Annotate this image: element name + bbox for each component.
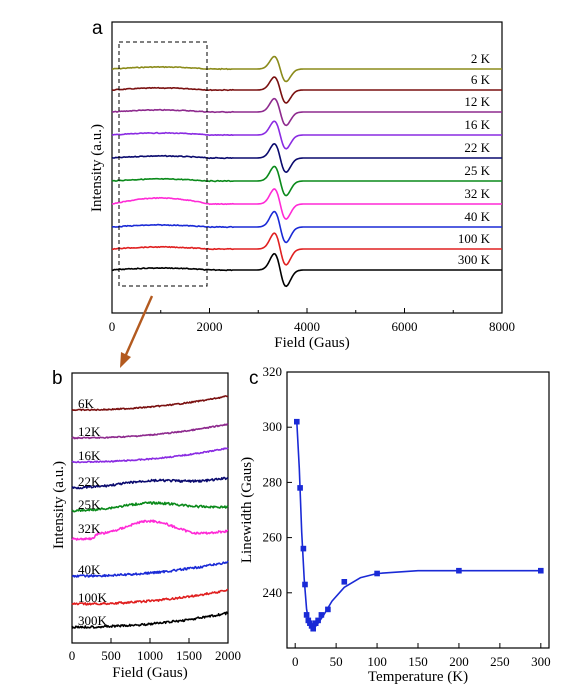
panel-c-ylabel: Linewidth (Gaus)	[239, 457, 255, 563]
panel-a-trace-2K	[112, 55, 502, 83]
panel-b-trace-40K	[71, 560, 229, 578]
panel-c-point	[297, 485, 303, 491]
panel-c-letter: c	[249, 368, 259, 389]
panel-b-xtick-label: 1500	[176, 648, 202, 663]
panel-c-point	[325, 606, 331, 613]
zoom-arrow	[120, 295, 154, 368]
panel-c-point	[310, 625, 316, 632]
panel-a-trace-6K	[111, 76, 502, 104]
panel-a-trace-40K	[111, 210, 502, 244]
panel-a-series-label: 100 K	[458, 231, 491, 246]
panel-a-series-label: 22 K	[464, 140, 490, 155]
panel-c-point	[538, 567, 544, 574]
panel-a-xtick-label: 0	[109, 319, 116, 334]
panel-a-trace-12K	[111, 97, 502, 127]
panel-a: a 2 K 6 K 12 K 16 K 22 K 25 K 32 K 40 K 100 K 300…	[89, 18, 515, 351]
panel-b-trace-25K	[71, 501, 229, 513]
panel-a-trace-16K	[111, 120, 502, 150]
panel-c-xtick-label: 0	[292, 654, 299, 669]
panel-a-series-label: 25 K	[464, 163, 490, 178]
panel-b-series-label: 100K	[78, 590, 108, 605]
panel-a-series-label: 40 K	[464, 209, 490, 224]
panel-c-xtick-label: 100	[367, 654, 387, 669]
panel-c-xtick-label: 300	[531, 654, 551, 669]
panel-b-series-label: 32K	[78, 521, 101, 536]
panel-c-point	[302, 581, 308, 588]
panel-b-letter: b	[52, 368, 63, 389]
panel-b-series-label: 25K	[78, 497, 101, 512]
panel-b-series-label: 6K	[78, 396, 95, 411]
panel-a-series-label: 6 K	[471, 72, 491, 87]
panel-b-ylabel: Intensity (a.u.)	[51, 461, 67, 549]
panel-b-series-label: 300K	[78, 613, 108, 628]
panel-c-xtick-label: 50	[330, 654, 343, 669]
panel-b-xlabel: Field (Gaus)	[112, 665, 187, 681]
panel-b-series-label: 40K	[78, 562, 101, 577]
panel-c-xtick-label: 250	[490, 654, 510, 669]
panel-a-xtick-label: 2000	[197, 319, 223, 334]
panel-b-trace-12K	[71, 422, 229, 440]
panel-c-point	[341, 579, 348, 585]
panel-b-trace-6K	[71, 395, 229, 412]
zoom-region-box	[118, 41, 208, 287]
panel-c-xtick-label: 150	[408, 654, 428, 669]
panel-c-point	[312, 620, 319, 626]
panel-b-series-label: 22K	[78, 474, 101, 489]
panel-a-trace-100K	[111, 232, 502, 266]
panel-c-ytick-label: 280	[263, 474, 283, 489]
panel-c-xtick-label: 200	[449, 654, 469, 669]
panel-c-xlabel: Temperature (K)	[368, 669, 468, 685]
panel-a-ylabel: Intensity (a.u.)	[89, 124, 105, 212]
panel-b-trace-32K	[71, 519, 229, 541]
panel-c: c 0 50 100 150 200 250 300 240 260 280 300 320 Temp…	[239, 364, 551, 685]
panel-b-trace-300K	[71, 611, 229, 629]
panel-b-trace-100K	[71, 588, 228, 606]
panel-a-series-label: 2 K	[471, 51, 491, 66]
panel-b-xtick-label: 500	[101, 648, 121, 663]
panel-a-series-label: 300 K	[458, 252, 491, 267]
panel-b-xtick-label: 2000	[215, 648, 241, 663]
panel-a-xtick-label: 8000	[489, 319, 515, 334]
panel-a-letter: a	[92, 18, 103, 39]
panel-b-series-label: 16K	[78, 448, 101, 463]
panel-c-point	[308, 623, 315, 629]
panel-a-trace-32K	[111, 188, 502, 220]
panel-a-trace-22K	[111, 143, 502, 173]
panel-a-series-label: 12 K	[464, 94, 490, 109]
panel-c-ytick-label: 240	[263, 585, 283, 600]
panel-c-point	[374, 570, 380, 577]
panel-c-point	[294, 418, 300, 425]
panel-c-fit-curve	[296, 421, 541, 630]
panel-a-xtick-label: 6000	[392, 319, 418, 334]
panel-c-point	[303, 612, 310, 618]
panel-a-xtick-label: 4000	[294, 319, 320, 334]
panel-c-ytick-label: 300	[263, 419, 283, 434]
panel-c-point	[318, 612, 325, 618]
panel-b-xtick-label: 0	[69, 648, 76, 663]
panel-c-point	[300, 545, 307, 552]
panel-a-trace-300K	[111, 252, 502, 288]
panel-c-point	[315, 617, 321, 624]
panel-a-series-label: 16 K	[464, 117, 490, 132]
panel-b-xtick-label: 1000	[137, 648, 163, 663]
panel-a-xlabel: Field (Gaus)	[274, 335, 349, 351]
panel-b: b 6K 12K 16K 22K 25K 32K 40K 100K 300K 0 500 1000 1…	[51, 368, 241, 681]
panel-c-point	[305, 617, 312, 624]
panel-b-trace-22K	[71, 476, 229, 490]
panel-c-point	[456, 567, 462, 574]
panel-a-series-label: 32 K	[464, 186, 490, 201]
panel-b-series-label: 12K	[78, 424, 101, 439]
panel-c-ytick-label: 260	[263, 530, 283, 545]
panel-c-ytick-label: 320	[263, 364, 283, 379]
panel-b-trace-16K	[71, 447, 229, 464]
panel-a-trace-25K	[111, 165, 502, 197]
